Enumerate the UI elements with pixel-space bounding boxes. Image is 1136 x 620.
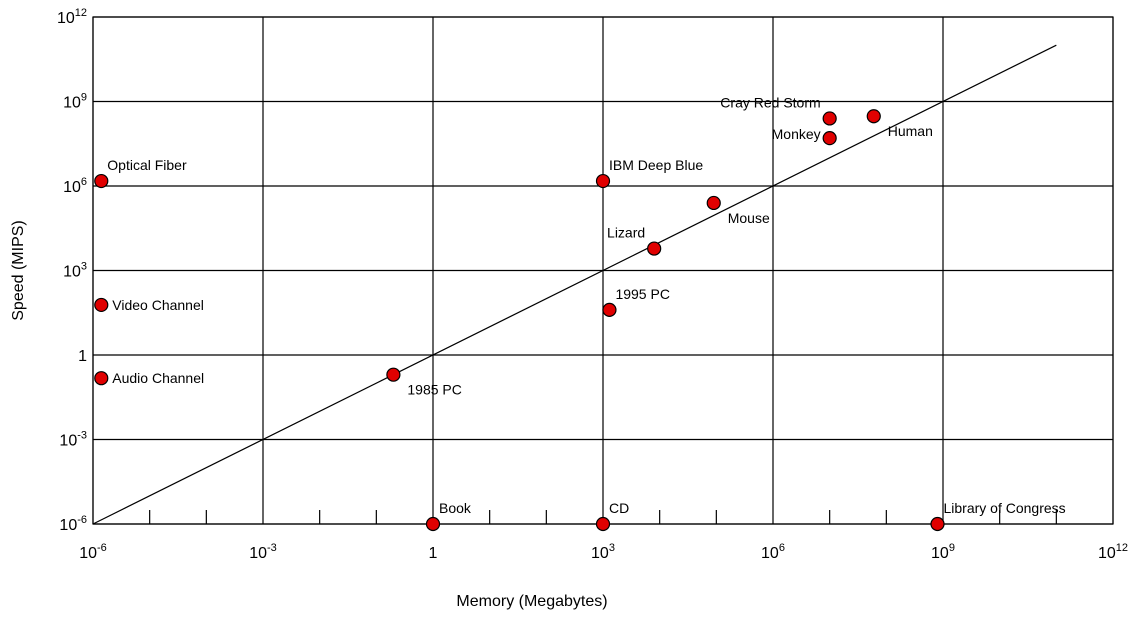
data-point-label: 1985 PC (407, 382, 461, 398)
y-tick-labels: 10-6 10-3 1 103 106 109 1012 (57, 7, 87, 534)
data-point-marker (822, 111, 837, 126)
data-point-marker (94, 173, 109, 189)
data-point-marker (822, 131, 837, 146)
data-point-marker (386, 367, 401, 382)
y-axis-title: Speed (MIPS) (10, 220, 27, 320)
x-axis-title: Memory (Megabytes) (456, 593, 607, 610)
data-point-marker (595, 173, 611, 189)
data-point-label: Monkey (772, 126, 821, 142)
data-point-label: Lizard (607, 225, 645, 241)
data-point-label: Audio Channel (112, 370, 204, 386)
data-point-label: Video Channel (112, 297, 204, 313)
data-points: Optical Fiber Video Channel Audio Channel 1… (94, 94, 1066, 532)
x-tick-label: 10-3 (249, 542, 277, 562)
x-tick-label: 10-6 (79, 542, 107, 562)
x-tick-label: 109 (931, 542, 955, 562)
x-tick-label: 1012 (1098, 542, 1128, 562)
data-point-marker (930, 516, 945, 532)
trend-line (92, 44, 1057, 525)
data-point-label: Mouse (728, 210, 770, 226)
y-tick-label: 1012 (57, 7, 87, 27)
data-point-label: Book (439, 500, 472, 516)
x-minor-ticks (149, 510, 1057, 524)
x-tick-label: 1 (429, 545, 438, 562)
data-point-label: Cray Red Storm (720, 94, 820, 110)
data-point-marker (647, 241, 662, 256)
data-point-marker (706, 195, 721, 211)
x-tick-labels: 10-6 10-3 1 103 106 109 1012 (79, 542, 1128, 562)
data-point-marker (94, 297, 109, 313)
y-tick-label: 103 (63, 261, 87, 281)
data-point-marker (425, 516, 441, 532)
data-point-label: Optical Fiber (107, 157, 187, 173)
data-point-marker (595, 516, 611, 532)
data-point-label: Library of Congress (944, 500, 1066, 516)
data-point-label: IBM Deep Blue (609, 157, 703, 173)
y-tick-label: 10-6 (59, 514, 87, 534)
data-point-marker (94, 371, 109, 386)
data-point-label: CD (609, 500, 629, 516)
y-tick-label: 1 (78, 348, 87, 365)
data-point-marker (602, 302, 617, 317)
x-tick-label: 106 (761, 542, 785, 562)
y-tick-label: 10-3 (59, 430, 87, 450)
y-tick-label: 106 (63, 176, 87, 196)
x-tick-label: 103 (591, 542, 615, 562)
data-point-label: 1995 PC (615, 286, 669, 302)
data-point-marker (866, 109, 881, 124)
data-point-label: Human (888, 123, 933, 139)
y-tick-label: 109 (63, 92, 87, 112)
